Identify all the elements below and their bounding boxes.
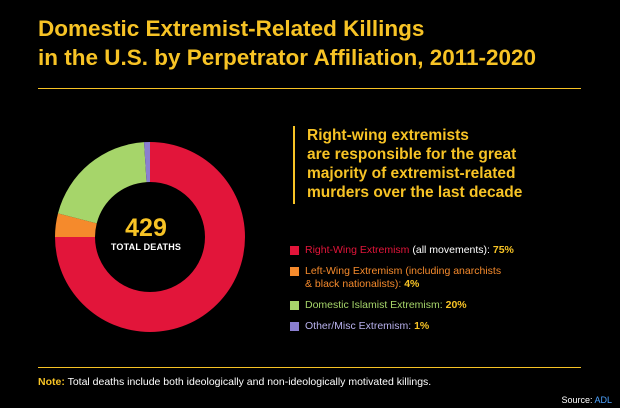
legend-label-right-wing: Right-Wing Extremism bbox=[305, 244, 410, 256]
callout-line-3: majority of extremist-related bbox=[307, 165, 516, 182]
legend-item-islamist: Domestic Islamist Extremism: 20% bbox=[290, 299, 590, 312]
legend-item-right-wing: Right-Wing Extremism (all movements): 75… bbox=[290, 244, 590, 257]
note-label: Note: bbox=[38, 376, 65, 388]
note-divider bbox=[38, 367, 581, 368]
legend-item-left-wing: Left-Wing Extremism (including anarchist… bbox=[290, 265, 590, 291]
donut-chart bbox=[55, 142, 245, 332]
legend: Right-Wing Extremism (all movements): 75… bbox=[290, 244, 590, 341]
legend-pct-right-wing: 75% bbox=[492, 244, 514, 256]
legend-label-other: Other/Misc Extremism: bbox=[305, 320, 415, 332]
total-deaths-label: TOTAL DEATHS bbox=[110, 242, 182, 252]
legend-swatch-islamist bbox=[290, 301, 299, 310]
title-divider bbox=[38, 88, 581, 89]
title-line-1: Domestic Extremist-Related Killings bbox=[38, 16, 425, 41]
callout-box: Right-wing extremists are responsible fo… bbox=[293, 126, 583, 204]
legend-swatch-left-wing bbox=[290, 267, 299, 276]
legend-item-other: Other/Misc Extremism: 1% bbox=[290, 320, 590, 333]
donut-slice-islamist bbox=[57, 142, 147, 224]
total-deaths-value: 429 bbox=[125, 214, 167, 242]
legend-detail-right-wing: (all movements): bbox=[409, 244, 493, 256]
callout-line-1: Right-wing extremists bbox=[307, 127, 469, 144]
source-name: ADL bbox=[594, 395, 612, 405]
legend-pct-other: 1% bbox=[414, 320, 430, 332]
chart-title: Domestic Extremist-Related Killings in t… bbox=[38, 14, 598, 72]
donut-slice-right-wing bbox=[55, 142, 245, 332]
title-line-2: in the U.S. by Perpetrator Affiliation, … bbox=[38, 45, 537, 70]
source-credit: Source: ADL bbox=[561, 395, 612, 405]
legend-pct-islamist: 20% bbox=[445, 299, 467, 311]
legend-label-islamist: Domestic Islamist Extremism: bbox=[305, 299, 446, 311]
legend-swatch-other bbox=[290, 322, 299, 331]
legend-detail2-left-wing: & black nationalists): bbox=[305, 278, 405, 290]
callout-line-4: murders over the last decade bbox=[307, 184, 523, 201]
legend-label-left-wing: Left-Wing Extremism bbox=[305, 265, 403, 277]
note-text: Total deaths include both ideologically … bbox=[64, 376, 432, 388]
footnote: Note: Total deaths include both ideologi… bbox=[38, 376, 431, 388]
donut-slice-left-wing bbox=[55, 213, 97, 237]
legend-swatch-right-wing bbox=[290, 246, 299, 255]
source-label: Source: bbox=[561, 395, 595, 405]
donut-slice-other bbox=[144, 142, 150, 183]
legend-pct-left-wing: 4% bbox=[404, 278, 420, 290]
callout-line-2: are responsible for the great bbox=[307, 146, 517, 163]
legend-detail-left-wing: (including anarchists bbox=[402, 265, 502, 277]
